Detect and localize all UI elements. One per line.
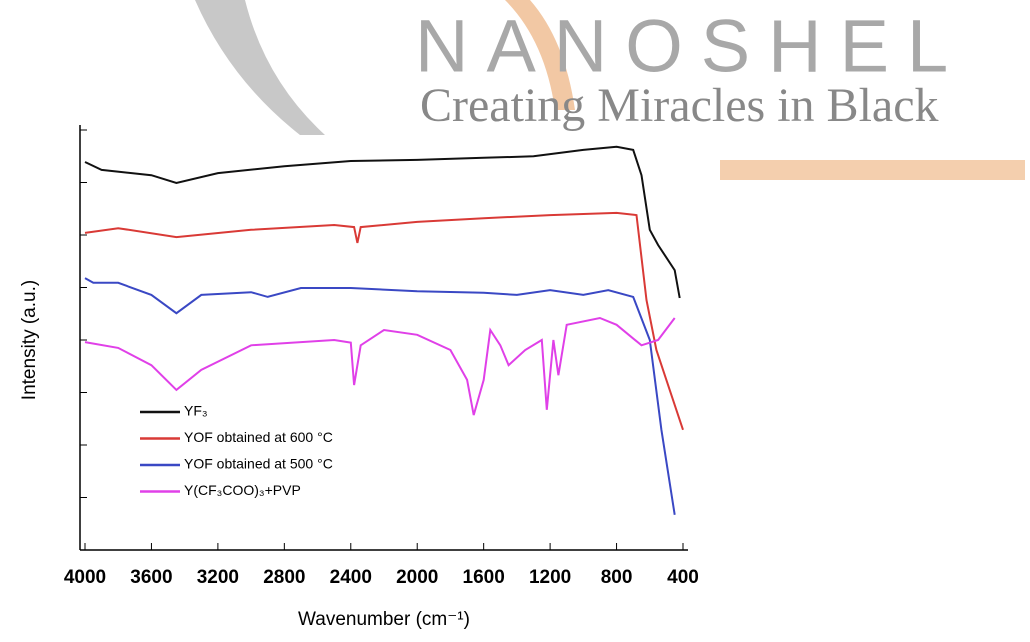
x-tick-label: 2400 xyxy=(330,567,372,588)
series-line xyxy=(84,277,676,515)
watermark-subtitle: Creating Miracles in Black xyxy=(420,79,939,132)
x-tick-label: 2800 xyxy=(263,567,305,588)
legend-label: YOF obtained at 500 °C xyxy=(184,456,333,472)
x-tick-label: 1200 xyxy=(529,567,571,588)
x-tick-label: 800 xyxy=(601,567,633,588)
x-tick-label: 4000 xyxy=(64,567,106,588)
legend-label: YF₃ xyxy=(184,403,208,419)
x-tick-label: 1600 xyxy=(463,567,505,588)
x-tick-label: 400 xyxy=(667,567,699,588)
legend-label: Y(CF₃COO)₃+PVP xyxy=(184,482,301,498)
plot: 4000 3600 3200 2800 2400 2000 1600 1200 800 400 Wa… xyxy=(19,125,699,630)
logo-arc xyxy=(195,0,325,135)
x-tick-label: 2000 xyxy=(396,567,438,588)
series-line xyxy=(84,316,676,416)
watermark-title: NANOSHEL xyxy=(415,5,966,88)
y-axis-label: Intensity (a.u.) xyxy=(19,280,40,400)
x-axis-label: Wavenumber (cm⁻¹) xyxy=(298,609,470,630)
logo-arc xyxy=(505,0,575,110)
legend-label: YOF obtained at 600 °C xyxy=(184,429,333,445)
x-tick-label: 3200 xyxy=(197,567,239,588)
logo-bar xyxy=(720,160,1025,180)
series-line xyxy=(84,145,681,299)
x-tick-label: 3600 xyxy=(130,567,172,588)
series-line xyxy=(84,211,684,431)
